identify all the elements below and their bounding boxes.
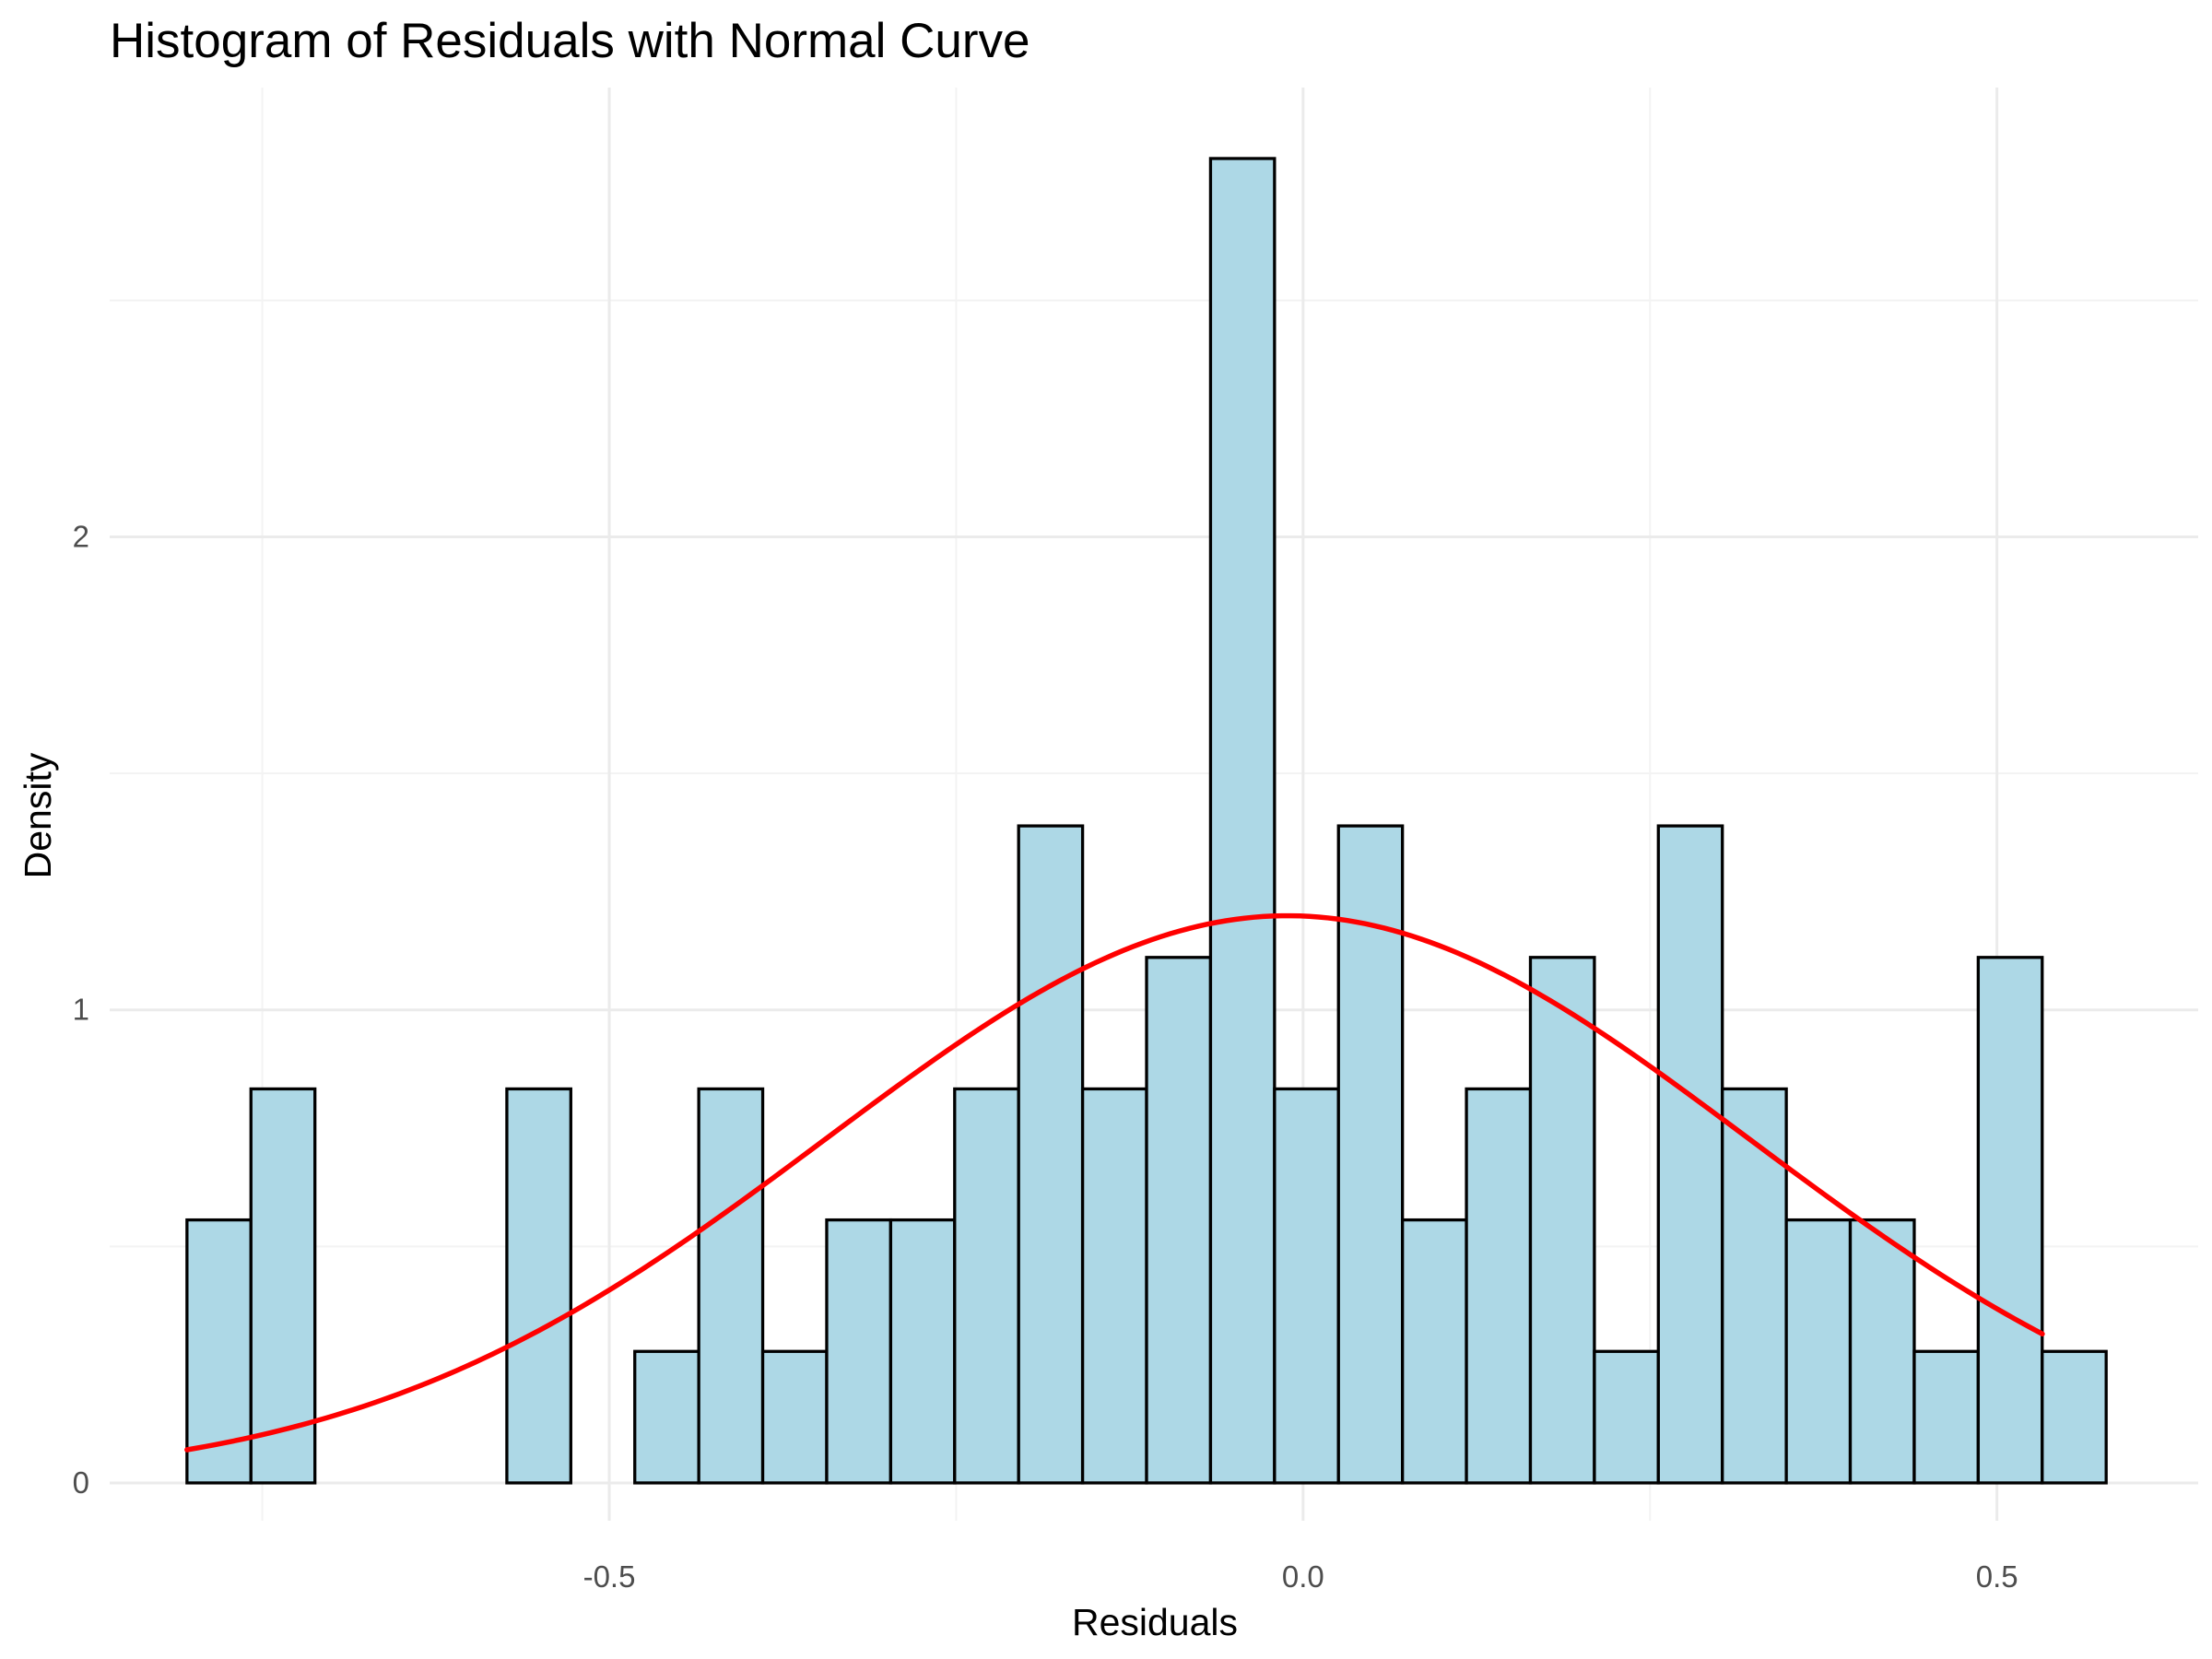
histogram-bar-10: [825, 1218, 893, 1485]
histogram-bar-25: [1784, 1218, 1853, 1485]
histogram-bar-20: [1465, 1087, 1533, 1485]
x-axis-title: Residuals: [1072, 1601, 1238, 1643]
histogram-bar-17: [1273, 1087, 1340, 1485]
histogram-bar-29: [2041, 1349, 2108, 1485]
histogram-bar-19: [1401, 1218, 1468, 1485]
chart-title: Histogram of Residuals with Normal Curve: [110, 14, 1030, 68]
y-axis-tick-labels: 0 1 2: [73, 520, 89, 1500]
histogram-bar-7: [633, 1349, 700, 1485]
histogram-bar-12: [953, 1087, 1020, 1485]
x-tick-label-0: -0.5: [583, 1559, 636, 1594]
y-axis-title: Density: [17, 752, 59, 878]
histogram-bar-13: [1017, 824, 1085, 1485]
histogram-bar-24: [1721, 1087, 1788, 1485]
histogram-bar-9: [760, 1349, 829, 1485]
histogram-bar-8: [697, 1087, 765, 1485]
histogram-bar-5: [505, 1087, 572, 1485]
normal-curve-line: [184, 912, 2045, 1453]
histogram-bars: [185, 157, 2108, 1485]
normal-curve-layer: [184, 912, 2045, 1453]
histogram-bar-16: [1208, 157, 1277, 1485]
x-tick-label-2: 0.5: [1976, 1559, 2018, 1594]
histogram-bar-21: [1528, 956, 1596, 1485]
histogram-bar-1: [249, 1087, 317, 1485]
histogram-bar-15: [1145, 956, 1213, 1485]
histogram-bar-26: [1848, 1218, 1916, 1485]
y-tick-label-2: 2: [73, 520, 89, 554]
histogram-bar-23: [1656, 824, 1724, 1485]
histogram-bar-14: [1080, 1087, 1148, 1485]
histogram-bar-27: [1912, 1349, 1981, 1485]
x-axis-tick-labels: -0.5 0.0 0.5: [583, 1559, 2018, 1594]
histogram-bar-28: [1976, 956, 2044, 1485]
histogram-bar-22: [1593, 1349, 1660, 1485]
y-tick-label-0: 0: [73, 1465, 89, 1500]
histogram-bar-11: [888, 1218, 957, 1485]
histogram-bar-18: [1336, 824, 1405, 1485]
y-tick-label-1: 1: [73, 993, 89, 1027]
x-tick-label-1: 0.0: [1282, 1559, 1324, 1594]
